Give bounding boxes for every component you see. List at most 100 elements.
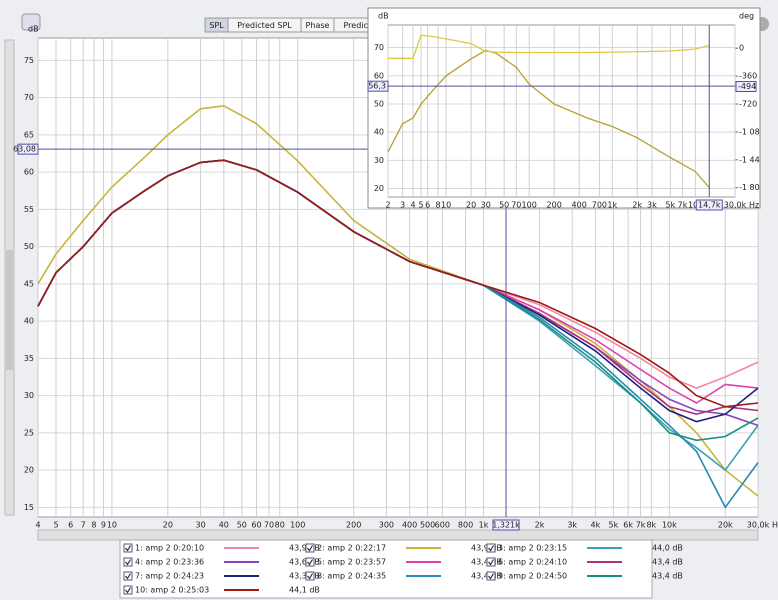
x-tick-label: 4k: [591, 521, 601, 530]
x-tick-label: 80: [275, 521, 285, 530]
legend-check: [125, 545, 132, 552]
legend-name: 8: amp 2 0:24:35: [317, 572, 386, 581]
x-unit: Hz: [749, 201, 759, 210]
x-tick-label: 50: [499, 201, 509, 210]
x-tick-label: 2k: [632, 201, 642, 210]
x-tick-label: 5k: [665, 201, 675, 210]
series-line: [388, 34, 711, 59]
y-tick-label: 50: [24, 242, 34, 251]
x-tick-label: 5: [419, 201, 424, 210]
x-tick-label: 70: [511, 201, 521, 210]
x-tick-label: 10k: [662, 521, 677, 530]
legend-check: [307, 545, 314, 552]
horizontal-scrollbar[interactable]: [37, 529, 759, 541]
legend-checkbox[interactable]: [123, 585, 133, 595]
legend-readout: 43,3 dB: [289, 572, 320, 581]
y2-tick-label: -1 80: [739, 183, 760, 192]
legend-name: 10: amp 2 0:25:03: [135, 586, 209, 595]
legend-check: [488, 545, 495, 552]
cursor-label-box: [735, 81, 757, 93]
legend-name: 4: amp 2 0:23:36: [135, 558, 204, 567]
y2-tick-label: -1 44: [739, 155, 760, 164]
legend-checkbox[interactable]: [123, 571, 133, 581]
y-tick-label: 75: [24, 56, 34, 65]
y2-tick-label: -720: [739, 100, 757, 109]
legend-name: 3: amp 2 0:23:15: [498, 544, 567, 553]
y-tick-label: 60: [24, 168, 34, 177]
x-tick-label: 10: [107, 521, 117, 530]
legend-readout: 43,4 dB: [652, 572, 683, 581]
tab-label: Predicted SPL: [237, 21, 292, 30]
x-tick-label: 10k: [688, 201, 703, 210]
legend-name: 6: amp 2 0:24:10: [498, 558, 567, 567]
y-tick-label: 60: [374, 71, 384, 80]
x-tick-label: 60: [251, 521, 261, 530]
x-tick-label: 4: [410, 201, 415, 210]
x-tick-label: 800: [458, 521, 473, 530]
x-tick-label: 20: [466, 201, 476, 210]
cursor-x-label: 1,321k: [492, 521, 520, 530]
cursor-y2-label: -494: [738, 82, 756, 91]
legend-name: 7: amp 2 0:24:23: [135, 572, 204, 581]
y-tick-label: 30: [374, 156, 384, 165]
x-tick-label: 20k: [718, 521, 733, 530]
settings-button[interactable]: [21, 13, 41, 31]
legend-checkbox[interactable]: [486, 543, 496, 553]
x-tick-label: 4: [35, 521, 40, 530]
legend-checkbox[interactable]: [305, 557, 315, 567]
y-tick-label: 25: [24, 428, 34, 437]
y-tick-label: 50: [374, 99, 384, 108]
x-tick-label: 600: [435, 521, 450, 530]
y-tick-label: 70: [24, 93, 34, 102]
y-tick-label: 40: [24, 317, 34, 326]
x-tick-label: 50: [237, 521, 247, 530]
series-line: [387, 49, 711, 189]
y-axis-label: dB: [378, 12, 389, 21]
legend-name: 2: amp 2 0:22:17: [317, 544, 386, 553]
legend-readout: 43,9 dB: [471, 544, 502, 553]
x-tick-label: 200: [346, 521, 361, 530]
x-tick-label: 700: [592, 201, 607, 210]
y2-tick-label: -360: [739, 72, 757, 81]
legend-checkbox[interactable]: [123, 557, 133, 567]
x-tick-label: 8: [91, 521, 96, 530]
y-tick-label: 30: [24, 391, 34, 400]
x-tick-label: 6k: [623, 521, 633, 530]
x-unit: Hz: [772, 521, 778, 530]
x-tick-label: 7: [81, 521, 86, 530]
y-tick-label: 55: [24, 205, 34, 214]
legend-name: 1: amp 2 0:20:10: [135, 544, 204, 553]
x-tick-label: 400: [402, 521, 417, 530]
legend-checkbox[interactable]: [305, 571, 315, 581]
y-tick-label: 15: [24, 503, 34, 512]
x-tick-label: 8: [435, 201, 440, 210]
x-tick-label: 5k: [609, 521, 619, 530]
x-tick-label: 400: [572, 201, 587, 210]
x-tick-label: 8k: [646, 521, 656, 530]
x-tick-label: 30: [481, 201, 491, 210]
legend-check: [488, 559, 495, 566]
x-tick-label: 1k: [479, 521, 489, 530]
x-tick-label: 30,0k: [724, 201, 747, 210]
y2-axis-label: deg: [739, 12, 754, 21]
legend-box: [119, 539, 653, 599]
legend-checkbox[interactable]: [123, 543, 133, 553]
legend-check: [488, 573, 495, 580]
scroll-thumb[interactable]: [6, 250, 13, 370]
legend-readout: 43,4 dB: [652, 558, 683, 567]
y-tick-label: 40: [374, 128, 384, 137]
cursor-label-box: [695, 199, 723, 211]
legend-readout: 43,6 dB: [289, 558, 320, 567]
legend-readout: 44,0 dB: [652, 544, 683, 553]
cursor-label-box: [492, 519, 520, 531]
legend-checkbox[interactable]: [486, 557, 496, 567]
legend-checkbox[interactable]: [305, 543, 315, 553]
x-tick-label: 2: [385, 201, 390, 210]
legend-checkbox[interactable]: [486, 571, 496, 581]
y-axis-label: dB: [28, 25, 39, 34]
x-tick-label: 7k: [636, 521, 646, 530]
legend-readout: 43,4 dB: [471, 572, 502, 581]
x-tick-label: 3k: [647, 201, 657, 210]
